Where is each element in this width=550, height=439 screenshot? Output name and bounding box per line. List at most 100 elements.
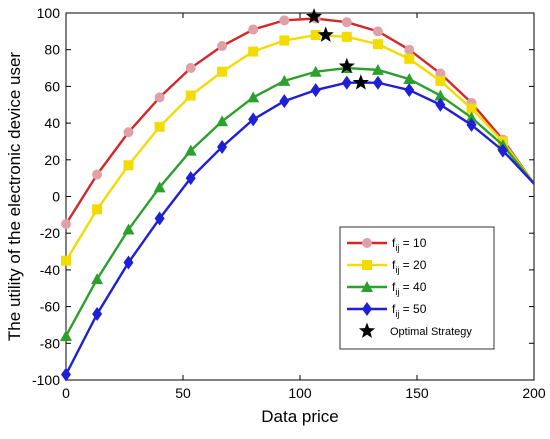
data-point xyxy=(123,255,134,270)
data-point xyxy=(404,83,415,98)
data-point xyxy=(92,306,103,321)
data-point xyxy=(435,97,446,112)
data-point xyxy=(61,219,71,230)
y-tick-label: 100 xyxy=(37,5,61,21)
data-point xyxy=(309,65,322,77)
x-axis-label: Data price xyxy=(261,407,338,426)
data-point xyxy=(91,273,104,285)
y-tick-label: 60 xyxy=(44,78,60,94)
optimal-strategy-layer xyxy=(305,8,369,90)
legend-entry: fij = 10 xyxy=(347,236,427,253)
data-point xyxy=(466,103,477,114)
data-point xyxy=(216,115,229,127)
optimal-strategy-star xyxy=(305,8,323,24)
data-point xyxy=(403,73,416,85)
legend-label: fij = 20 xyxy=(392,258,427,275)
data-point xyxy=(372,39,383,50)
y-tick-label: 40 xyxy=(44,115,60,131)
data-point xyxy=(310,83,321,98)
data-point xyxy=(435,75,446,86)
y-tick-label: 80 xyxy=(44,42,60,58)
y-tick-label: -40 xyxy=(40,262,60,278)
legend-marker xyxy=(362,238,372,248)
data-point xyxy=(404,53,415,64)
data-point xyxy=(154,211,165,226)
data-point xyxy=(310,30,321,41)
data-point xyxy=(123,160,134,171)
series-line xyxy=(64,81,535,376)
data-point xyxy=(217,139,228,154)
data-point xyxy=(372,75,383,90)
series-line xyxy=(64,17,535,225)
data-point xyxy=(185,63,196,74)
y-axis-label: The utility of the electronic device use… xyxy=(5,52,24,341)
optimal-strategy-star xyxy=(317,26,334,42)
series-2 xyxy=(61,30,535,266)
data-point xyxy=(60,329,72,341)
data-point xyxy=(185,171,196,186)
y-tick-label: 20 xyxy=(44,152,60,168)
data-point xyxy=(404,44,415,55)
legend-marker xyxy=(362,260,372,270)
axes: 0 50 100 150 200 -100 -80 -60 -40 -20 0 20 40 60 80 10… xyxy=(5,5,546,426)
data-point xyxy=(278,74,291,86)
data-point xyxy=(184,144,197,156)
data-point xyxy=(465,111,478,123)
series-line xyxy=(64,33,535,262)
legend-marker xyxy=(362,302,372,316)
x-tick-label: 0 xyxy=(62,385,70,401)
data-point xyxy=(279,35,290,46)
legend: fij = 10 fij = 20 fij = 40 fij = 50 Optimal … xyxy=(339,226,495,350)
data-point xyxy=(279,15,290,26)
x-tick-label: 150 xyxy=(405,385,429,401)
data-point xyxy=(217,41,228,52)
data-point xyxy=(279,94,290,109)
legend-marker xyxy=(361,281,373,292)
legend-entry: fij = 40 xyxy=(347,280,427,297)
y-axis-ticks: -100 -80 -60 -40 -20 0 20 40 60 80 100 xyxy=(32,5,534,388)
y-tick-label: -20 xyxy=(40,225,60,241)
y-tick-label: -60 xyxy=(40,299,60,315)
legend-star-marker xyxy=(358,322,376,338)
data-point xyxy=(466,117,477,132)
optimal-strategy-star xyxy=(352,74,369,90)
legend-label: fij = 40 xyxy=(392,280,427,297)
legend-label: fij = 50 xyxy=(392,302,427,319)
x-tick-label: 200 xyxy=(522,385,546,401)
y-tick-label: 0 xyxy=(52,189,60,205)
legend-label: Optimal Strategy xyxy=(390,326,472,338)
data-point xyxy=(153,181,166,193)
data-point xyxy=(92,169,103,180)
data-point xyxy=(434,89,447,101)
data-point xyxy=(154,92,165,103)
data-point xyxy=(61,255,71,266)
data-point xyxy=(154,121,165,132)
data-point xyxy=(341,17,352,28)
series-layer xyxy=(60,13,535,382)
data-point xyxy=(372,26,383,37)
data-point xyxy=(247,91,260,103)
data-point xyxy=(341,31,352,42)
x-tick-label: 100 xyxy=(288,385,312,401)
data-point xyxy=(497,143,508,158)
data-point xyxy=(61,367,71,382)
series-1 xyxy=(61,13,535,230)
series-line xyxy=(64,66,535,337)
data-point xyxy=(248,112,259,127)
legend-label: fij = 10 xyxy=(392,236,427,253)
legend-entry: Optimal Strategy xyxy=(358,322,472,338)
data-point xyxy=(248,24,259,35)
x-tick-label: 50 xyxy=(175,385,191,401)
y-tick-label: -100 xyxy=(32,372,60,388)
y-tick-label: -80 xyxy=(40,335,60,351)
data-point xyxy=(122,223,135,235)
data-point xyxy=(92,204,103,215)
data-point xyxy=(123,127,134,138)
data-point xyxy=(371,63,384,75)
data-point xyxy=(217,66,228,77)
data-point xyxy=(248,46,259,57)
series-4 xyxy=(61,75,535,382)
x-axis-ticks: 0 50 100 150 200 xyxy=(62,13,546,401)
